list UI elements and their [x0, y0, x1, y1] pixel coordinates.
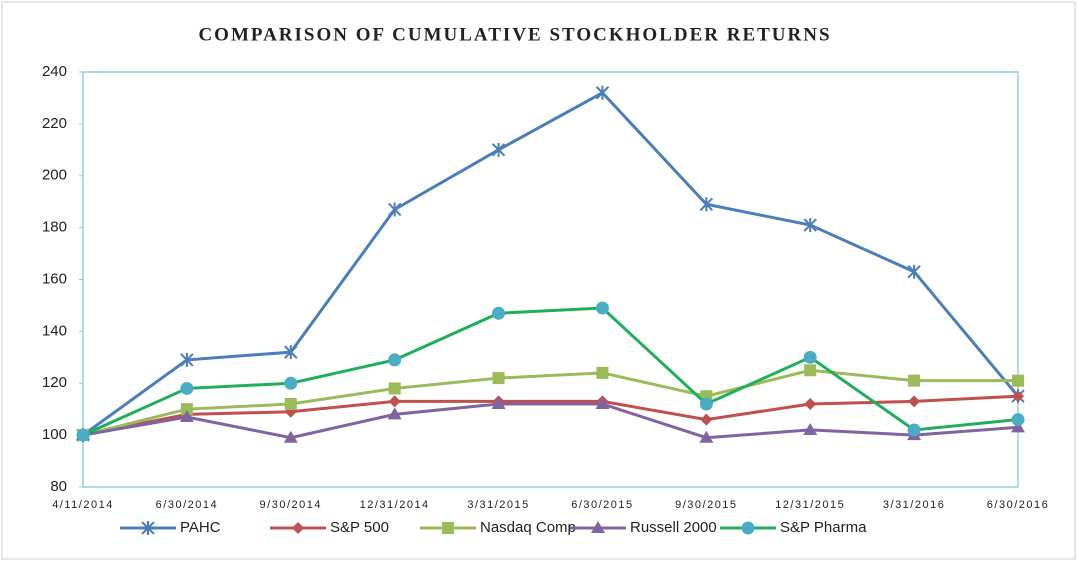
point — [907, 423, 921, 437]
x-tick-label: 4/11/2014 — [52, 499, 114, 511]
point — [699, 197, 714, 212]
point — [596, 366, 609, 379]
point — [491, 397, 506, 409]
point — [595, 397, 610, 409]
x-tick-label: 9/30/2015 — [675, 499, 737, 511]
x-tick-label: 12/31/2015 — [775, 499, 845, 511]
point — [595, 301, 609, 315]
chart-title: COMPARISON OF CUMULATIVE STOCKHOLDER RET… — [198, 24, 831, 45]
legend-marker — [442, 522, 454, 534]
point — [491, 142, 506, 157]
series-line — [82, 402, 1019, 440]
series-line — [82, 394, 1019, 437]
point — [387, 407, 402, 420]
y-tick-label: 140 — [42, 322, 67, 339]
point — [76, 428, 90, 442]
point — [1011, 420, 1025, 433]
point — [1012, 390, 1024, 403]
legend-marker — [141, 521, 155, 535]
point — [908, 374, 921, 387]
point — [1011, 413, 1025, 427]
point — [1012, 374, 1024, 387]
point — [595, 85, 610, 100]
y-tick-label: 220 — [42, 115, 67, 132]
point — [180, 381, 194, 395]
point — [699, 430, 714, 443]
series-line — [82, 90, 1020, 437]
legend-marker — [591, 521, 605, 533]
y-tick-label: 120 — [42, 374, 67, 391]
y-tick-label: 100 — [42, 426, 67, 443]
legend-label: PAHC — [180, 519, 221, 536]
point — [492, 306, 506, 320]
point — [179, 409, 194, 422]
y-tick-label: 180 — [42, 219, 67, 236]
legend-marker — [292, 522, 304, 534]
legend-label: S&P Pharma — [780, 519, 867, 536]
point — [804, 364, 817, 377]
point — [284, 398, 297, 410]
x-tick-label: 3/31/2015 — [467, 499, 529, 511]
point — [803, 422, 818, 435]
x-tick-label: 12/31/2014 — [360, 499, 430, 511]
point — [907, 264, 921, 279]
y-tick-label: 160 — [42, 270, 67, 287]
legend-marker — [741, 521, 755, 535]
point — [283, 430, 298, 443]
point — [180, 352, 194, 367]
y-tick-label: 200 — [42, 167, 67, 184]
point — [284, 376, 298, 390]
x-tick-label: 6/30/2015 — [571, 499, 633, 511]
y-tick-label: 80 — [50, 478, 67, 495]
y-tick-label: 240 — [42, 63, 67, 80]
point — [804, 398, 817, 410]
point — [387, 202, 402, 217]
point — [284, 345, 298, 360]
point — [388, 382, 401, 395]
point — [699, 397, 713, 411]
x-tick-label: 3/31/2016 — [883, 499, 945, 511]
legend-label: Russell 2000 — [630, 519, 717, 536]
legend-label: S&P 500 — [330, 519, 389, 536]
point — [700, 413, 713, 426]
x-tick-label: 6/30/2014 — [156, 499, 218, 511]
point — [908, 395, 921, 408]
x-tick-label: 6/30/2016 — [987, 499, 1049, 511]
x-tick-label: 9/30/2014 — [260, 499, 322, 511]
point — [803, 350, 817, 364]
point — [388, 353, 402, 367]
series-line — [82, 368, 1018, 437]
series-line — [82, 306, 1019, 437]
legend-label: Nasdaq Comp — [480, 519, 576, 536]
point — [388, 395, 401, 408]
point — [803, 218, 817, 233]
point — [492, 372, 505, 385]
point — [180, 403, 193, 416]
